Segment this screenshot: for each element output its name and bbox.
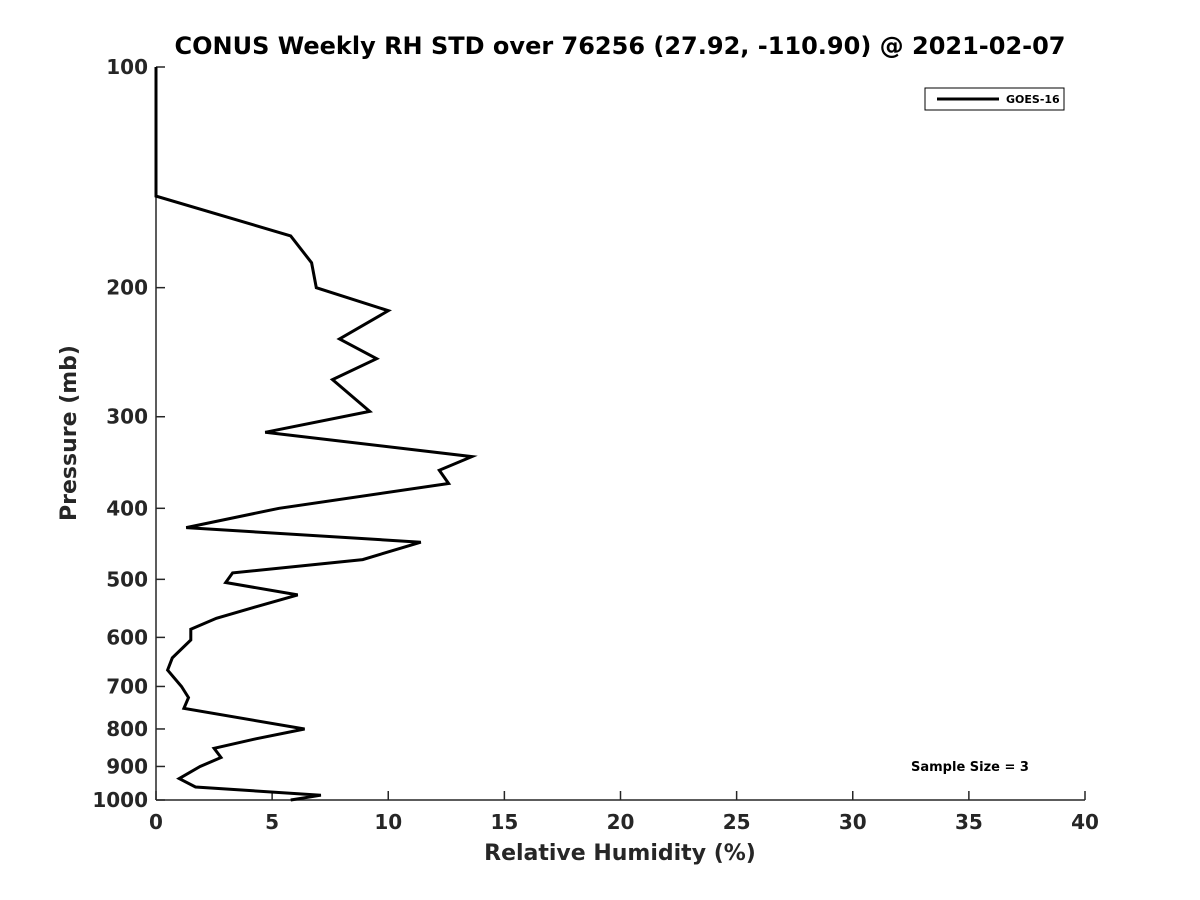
x-tick-label: 20	[607, 810, 635, 834]
y-axis-label: Pressure (mb)	[57, 345, 82, 521]
y-tick-label: 300	[106, 405, 148, 429]
x-tick-label: 5	[265, 810, 279, 834]
x-tick-label: 30	[839, 810, 867, 834]
x-tick-label: 35	[955, 810, 983, 834]
legend-label: GOES-16	[1006, 93, 1060, 106]
y-tick-label: 600	[106, 625, 148, 649]
y-axis: 100 200 300 400 500 600 700 800 900 1000	[92, 55, 165, 812]
y-tick-label: 800	[106, 717, 148, 741]
y-tick-label: 700	[106, 674, 148, 698]
x-tick-label: 25	[723, 810, 751, 834]
x-axis-label: Relative Humidity (%)	[484, 841, 756, 866]
chart-title: CONUS Weekly RH STD over 76256 (27.92, -…	[174, 32, 1065, 60]
y-tick-label: 100	[106, 55, 148, 79]
y-tick-label: 400	[106, 496, 148, 520]
x-tick-label: 0	[149, 810, 163, 834]
series-layer	[154, 67, 478, 802]
x-tick-label: 10	[374, 810, 402, 834]
sample-size-annotation: Sample Size = 3	[911, 760, 1029, 775]
x-axis: 0 5 10 15 20 25 30 35 40	[149, 791, 1099, 834]
y-tick-label: 900	[106, 754, 148, 778]
x-tick-label: 40	[1071, 810, 1099, 834]
y-tick-label: 200	[106, 276, 148, 300]
x-tick-label: 15	[490, 810, 518, 834]
series-line-goes-16	[154, 67, 478, 802]
y-tick-label: 1000	[92, 788, 148, 812]
legend: GOES-16	[924, 87, 1065, 111]
y-tick-label: 500	[106, 567, 148, 591]
